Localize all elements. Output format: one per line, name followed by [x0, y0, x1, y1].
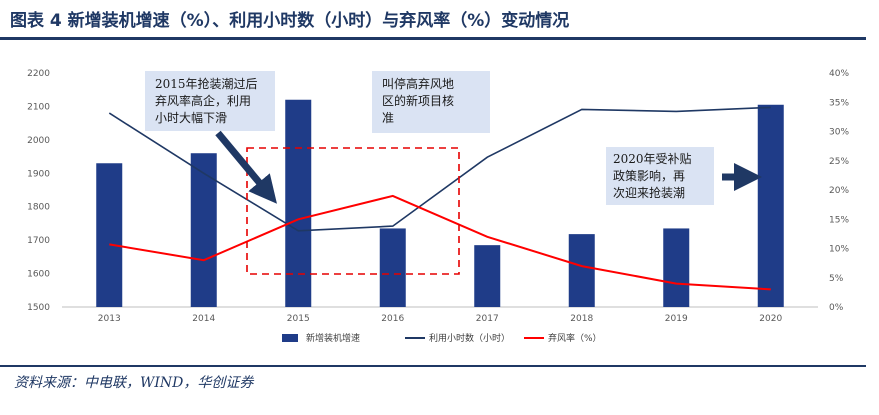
- bar: [568, 234, 595, 307]
- y-right-tick-label: 15%: [829, 215, 849, 225]
- x-tick-label: 2017: [476, 314, 499, 324]
- y-right-tick-label: 25%: [829, 157, 849, 167]
- bar: [379, 228, 406, 307]
- y-left-tick-label: 1800: [27, 203, 50, 213]
- bar: [474, 245, 501, 307]
- utilization-hours-line: [108, 106, 771, 232]
- x-tick-label: 2013: [98, 314, 121, 324]
- y-left-tick-label: 1900: [27, 169, 50, 179]
- annotation-box: [372, 71, 490, 133]
- bar: [190, 153, 217, 307]
- legend-label: 利用小时数（小时）: [429, 332, 510, 344]
- x-tick-label: 2020: [759, 314, 782, 324]
- curtailment-line: [109, 194, 771, 291]
- annotation-text: 区的新项目核: [382, 93, 454, 108]
- legend-label: 弃风率（%）: [548, 332, 602, 344]
- source-note: 资料来源：中电联，WIND，华创证券: [14, 375, 254, 391]
- annotation-text: 准: [382, 111, 394, 125]
- x-tick-label: 2014: [192, 314, 215, 324]
- bar: [285, 99, 312, 307]
- y-left-tick-label: 2200: [27, 69, 50, 79]
- annotation-text: 2020年受补贴: [613, 152, 692, 166]
- legend-label: 新增装机增速: [306, 332, 360, 344]
- bar: [96, 163, 123, 307]
- legend-swatch: [282, 334, 298, 342]
- y-left-tick-label: 1600: [27, 270, 50, 280]
- y-left-tick-label: 2000: [27, 136, 50, 146]
- bar: [663, 228, 690, 307]
- y-right-tick-label: 40%: [829, 69, 849, 79]
- y-left-tick-label: 2100: [27, 102, 50, 112]
- y-left-tick-label: 1700: [27, 236, 50, 246]
- figure-title: 图表 4 新增装机增速（%）、利用小时数（小时）与弃风率（%）变动情况: [10, 11, 570, 31]
- bar: [757, 104, 784, 307]
- footer-divider: [0, 365, 866, 367]
- y-right-tick-label: 10%: [829, 245, 849, 255]
- annotation-text: 2015年抢装潮过后: [155, 76, 258, 91]
- annotation-text: 小时大幅下滑: [155, 110, 227, 125]
- x-tick-label: 2018: [570, 314, 593, 324]
- y-right-tick-label: 30%: [829, 128, 849, 138]
- x-tick-label: 2016: [381, 314, 404, 324]
- y-right-tick-label: 35%: [829, 98, 849, 108]
- annotation-text: 政策影响，再: [613, 168, 685, 183]
- title-divider: [0, 37, 866, 40]
- y-right-tick-label: 20%: [829, 186, 849, 196]
- annotation-box: [606, 147, 714, 205]
- arrow-to-2015: [215, 130, 277, 204]
- y-left-tick-label: 1500: [27, 303, 50, 313]
- x-tick-label: 2019: [665, 314, 688, 324]
- annotation-box: [145, 71, 275, 131]
- annotation-text: 次迎来抢装潮: [613, 185, 685, 200]
- y-right-tick-label: 0%: [829, 303, 844, 313]
- highlight-box: [246, 147, 460, 275]
- y-right-tick-label: 5%: [829, 274, 844, 284]
- annotation-text: 弃风率高企，利用: [155, 93, 251, 108]
- annotation-text: 叫停高弃风地: [382, 76, 454, 91]
- x-tick-label: 2015: [287, 314, 310, 324]
